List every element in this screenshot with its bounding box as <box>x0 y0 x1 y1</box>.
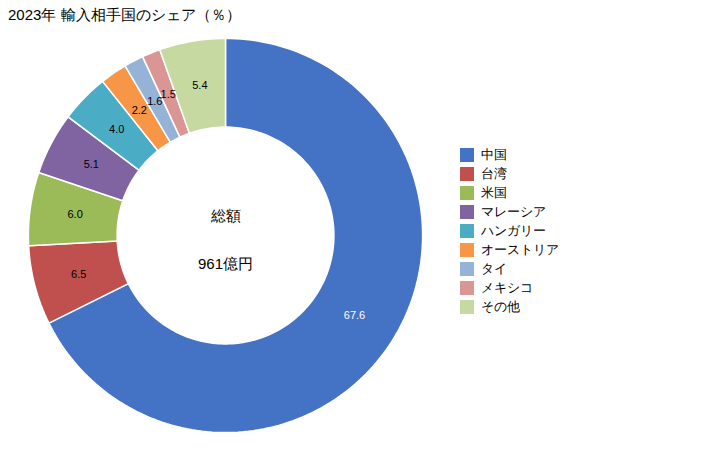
svg-text:6.0: 6.0 <box>67 208 82 220</box>
html-text:中国: 中国 <box>480 147 507 163</box>
html-text:ハンガリー: ハンガリー <box>480 223 546 239</box>
svg-text:1.6: 1.6 <box>147 94 163 107</box>
svg-text:4.0: 4.0 <box>109 123 124 135</box>
svg-text:961億円: 961億円 <box>198 255 253 272</box>
svg-text:5.4: 5.4 <box>192 79 207 91</box>
html-text:マレーシア: マレーシア <box>480 204 546 220</box>
html-text:タイ: タイ <box>480 261 507 277</box>
svg-text:総額: 総額 <box>210 207 241 224</box>
svg-text:6.5: 6.5 <box>71 267 86 279</box>
html-text:台湾: 台湾 <box>480 166 507 182</box>
svg-text:67.6: 67.6 <box>344 309 365 321</box>
svg-text:5.1: 5.1 <box>84 158 99 170</box>
html-text:その他: その他 <box>480 299 520 315</box>
svg-text:2.2: 2.2 <box>132 104 147 116</box>
svg-text:1.5: 1.5 <box>161 88 176 100</box>
html-text:米国: 米国 <box>480 185 507 201</box>
html-text:オーストリア: オーストリア <box>480 242 559 258</box>
html-text:2023年 輸入相手国のシェア（％）: 2023年 輸入相手国のシェア（％） <box>8 6 241 23</box>
html-text:メキシコ: メキシコ <box>480 280 533 296</box>
